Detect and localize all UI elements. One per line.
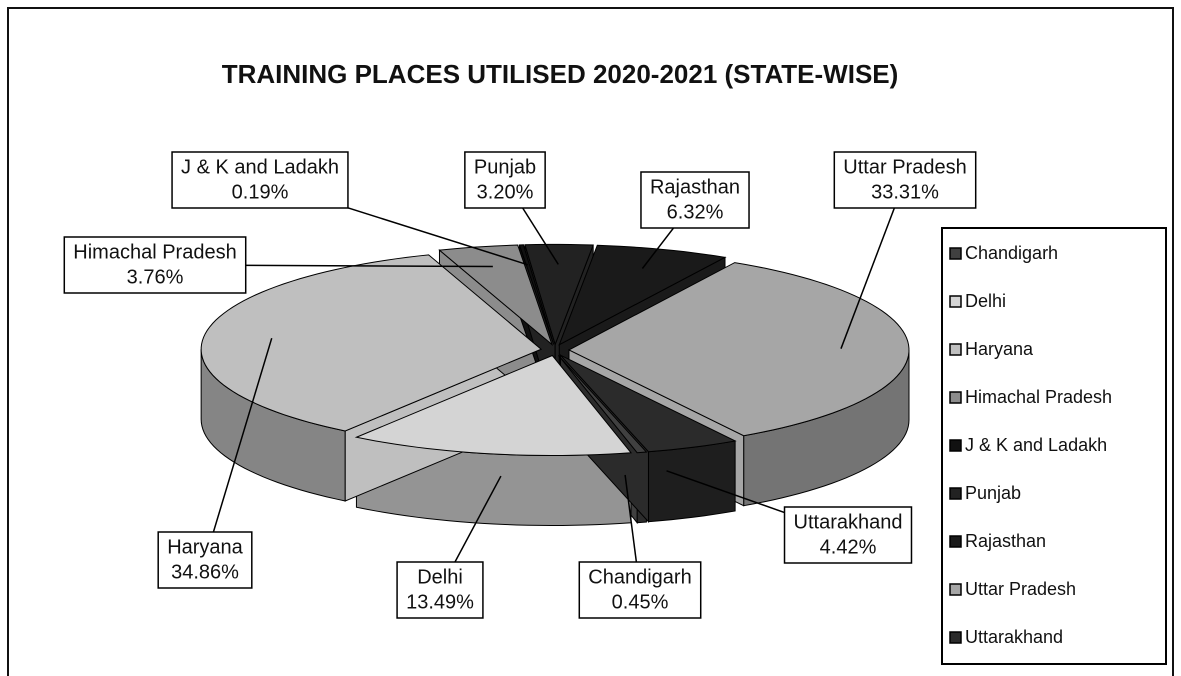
callout-box [833, 151, 977, 209]
callout-name: Himachal Pradesh [73, 241, 236, 263]
callout-value: 0.45% [612, 591, 669, 613]
callout-box [171, 151, 349, 209]
callout-box [578, 561, 702, 619]
slice [560, 354, 737, 453]
callout-name: Uttarakhand [794, 511, 903, 533]
legend-swatch [949, 535, 962, 548]
slice [518, 244, 555, 345]
callout-value: 3.20% [477, 181, 534, 203]
pie [200, 243, 910, 526]
callout-box [464, 151, 546, 209]
callout-value: 33.31% [871, 181, 939, 203]
slice [354, 354, 633, 456]
callout-value: 34.86% [171, 561, 239, 583]
legend-swatch [949, 487, 962, 500]
legend-label: Chandigarh [965, 243, 1058, 263]
callout-name: Uttar Pradesh [843, 156, 966, 178]
slice-shade [743, 349, 909, 506]
legend-label: Delhi [965, 291, 1006, 311]
legend-label: Himachal Pradesh [965, 387, 1112, 407]
slice [200, 254, 543, 432]
legend-swatch [949, 631, 962, 644]
slice [438, 244, 554, 347]
callout-name: Rajasthan [650, 176, 740, 198]
legend-swatch [949, 247, 962, 260]
legend-label: Haryana [965, 339, 1034, 359]
slice-shade [201, 349, 346, 501]
slice [558, 355, 648, 454]
legend-swatch [949, 391, 962, 404]
legend-label: Uttarakhand [965, 627, 1063, 647]
legend-swatch [949, 343, 962, 356]
slice-shade [648, 440, 736, 522]
callout-name: Chandigarh [588, 566, 691, 588]
slice [524, 243, 594, 346]
callout-value: 3.76% [127, 266, 184, 288]
legend-label: Uttar Pradesh [965, 579, 1076, 599]
callout-value: 13.49% [406, 591, 474, 613]
legend-label: Punjab [965, 483, 1021, 503]
callout-value: 6.32% [667, 201, 724, 223]
legend-box [941, 227, 1167, 665]
legend-swatch [949, 295, 962, 308]
callout-name: Delhi [417, 566, 463, 588]
callout-box [783, 506, 913, 564]
leader-line [204, 337, 273, 561]
legend-label: J & K and Ladakh [965, 435, 1107, 455]
callout-box [640, 171, 750, 229]
callout-name: J & K and Ladakh [181, 156, 339, 178]
legend-swatch [949, 439, 962, 452]
callout-name: Punjab [474, 156, 536, 178]
legend-label: Rajasthan [965, 531, 1046, 551]
callout-name: Haryana [167, 536, 243, 558]
slice [558, 244, 727, 346]
callout-box [157, 531, 253, 589]
chart-title: TRAINING PLACES UTILISED 2020-2021 (STAT… [222, 59, 899, 89]
callout-box [396, 561, 484, 619]
callout-box [63, 236, 247, 294]
slice [567, 262, 910, 437]
legend-swatch [949, 583, 962, 596]
callout-value: 0.19% [232, 181, 289, 203]
callout-value: 4.42% [820, 536, 877, 558]
